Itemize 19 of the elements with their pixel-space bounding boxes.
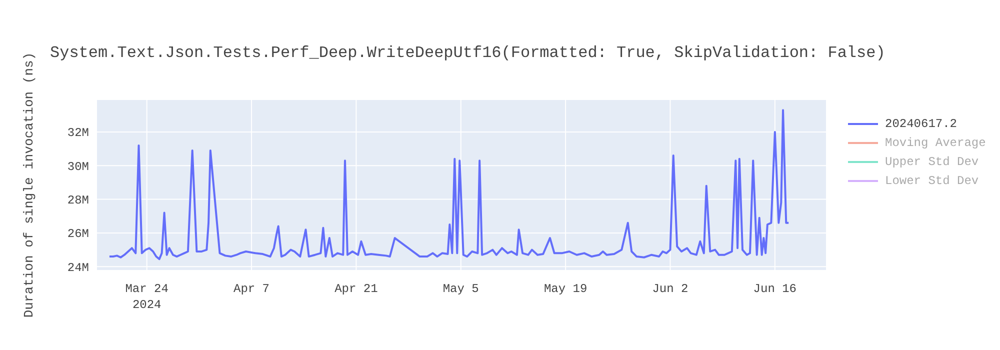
legend-label: Upper Std Dev [885,154,979,168]
x-tick-label: Apr 21 [334,282,378,296]
y-tick-label: 28M [67,194,89,208]
legend-label: Moving Average [885,136,986,150]
chart-title: System.Text.Json.Tests.Perf_Deep.WriteDeepUtf16(Formatted: True, SkipValidation: False) [50,44,886,62]
x-tick-label: May 5 [442,282,479,296]
x-tick-label: Mar 24 2024 [125,282,168,312]
y-tick-label: 32M [67,126,89,140]
line-series [108,109,790,260]
y-axis-title: Duration of single invocation (ns) [22,52,37,318]
x-tick-label: Jun 16 [753,282,797,296]
x-tick-label: Apr 7 [234,282,270,296]
legend-label: 20240617.2 [885,116,958,130]
y-tick-label: 26M [67,227,89,242]
legend-label: Lower Std Dev [885,174,979,188]
x-tick-label: Jun 2 [652,282,688,296]
y-tick-label: 30M [67,160,89,174]
x-tick-label: May 19 [544,282,588,296]
y-tick-label: 24M [67,260,89,275]
